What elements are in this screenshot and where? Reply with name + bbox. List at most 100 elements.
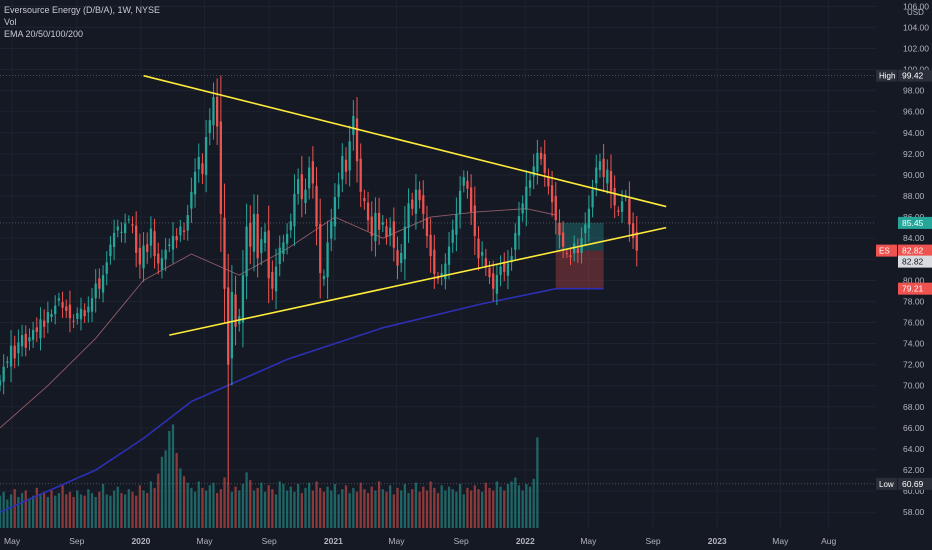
y-tick-label: 74.00 xyxy=(903,339,925,349)
price-marker-tag xyxy=(876,244,897,257)
x-tick-label: Sep xyxy=(645,536,660,546)
candle-body xyxy=(366,202,370,221)
volume-bar xyxy=(101,484,105,528)
candles xyxy=(0,75,638,484)
candle-body xyxy=(285,233,289,244)
y-tick-label: 66.00 xyxy=(903,423,925,433)
volume-bar xyxy=(403,484,407,528)
candle-body xyxy=(554,196,557,221)
y-tick-label: 76.00 xyxy=(903,317,925,327)
candle-body xyxy=(171,236,175,250)
volume-bar xyxy=(112,490,116,528)
price-marker-box xyxy=(898,69,932,82)
volume-bar xyxy=(274,494,278,528)
volume-bar xyxy=(525,484,528,528)
candle-body xyxy=(201,163,204,174)
grid xyxy=(0,0,876,528)
volume-bar xyxy=(414,482,418,528)
volume-bar xyxy=(293,491,296,528)
volume-bar xyxy=(131,491,134,528)
y-tick-label: 100.00 xyxy=(903,65,929,75)
candle-body xyxy=(6,361,9,363)
volume-bar xyxy=(219,489,222,528)
volume-bar xyxy=(278,481,281,528)
legend-symbol: Eversource Energy (D/B/A), 1W, NYSE xyxy=(4,5,161,15)
volume-bar xyxy=(521,490,524,528)
volume-bar xyxy=(311,490,314,528)
volume-bar xyxy=(175,452,178,528)
candle-body xyxy=(76,313,79,319)
candle-body xyxy=(444,263,447,280)
volume-bar xyxy=(289,486,292,528)
price-marker-box xyxy=(898,216,932,229)
candle-body xyxy=(352,115,355,135)
candle-body xyxy=(179,226,182,236)
x-tick-label: 2021 xyxy=(324,536,343,546)
volume-bar xyxy=(223,477,226,528)
volume-bar xyxy=(267,485,270,528)
candle-body xyxy=(411,199,414,209)
volume-bar xyxy=(160,456,164,528)
candle-body xyxy=(337,184,340,198)
candle-body xyxy=(227,287,230,365)
x-tick-label: May xyxy=(197,536,214,546)
candle-body xyxy=(109,244,112,257)
volume-bar xyxy=(352,487,355,528)
candle-body xyxy=(68,304,72,319)
volume-bar xyxy=(46,496,49,528)
candle-body xyxy=(377,212,381,230)
volume-bar xyxy=(153,487,156,528)
volume-bar xyxy=(208,485,211,528)
candle-body xyxy=(296,179,300,194)
candle-body xyxy=(260,239,263,254)
price-marker-label: ES xyxy=(879,247,890,256)
candle-body xyxy=(363,198,366,202)
candle-body xyxy=(506,263,510,276)
candle-body xyxy=(267,230,270,279)
candle-body xyxy=(79,308,83,320)
volume-bar xyxy=(35,487,38,528)
volume-bar xyxy=(484,482,487,528)
candle-body xyxy=(216,96,219,127)
volume-bar xyxy=(462,494,465,528)
candle-body xyxy=(400,252,403,264)
volume-bar xyxy=(469,490,473,528)
x-tick-label: May xyxy=(772,536,789,546)
candle-body xyxy=(35,327,38,332)
price-marker-label: High xyxy=(879,72,895,81)
volume-bar xyxy=(57,493,61,528)
candle-body xyxy=(477,238,480,259)
price-marker-value: 85.45 xyxy=(902,218,924,228)
volume-bar xyxy=(6,499,9,528)
candle-body xyxy=(31,329,35,340)
candle-body xyxy=(120,231,123,233)
volume-bar xyxy=(385,491,388,528)
candle-body xyxy=(440,272,443,277)
price-marker-value: 82.82 xyxy=(902,246,924,256)
y-tick-label: 106.00 xyxy=(903,1,929,11)
candle-body xyxy=(565,252,568,254)
volume-bar xyxy=(444,490,447,528)
candle-body xyxy=(43,320,46,327)
candle-body xyxy=(311,161,314,184)
volume-bar xyxy=(197,481,200,528)
volume-bar xyxy=(363,489,366,528)
volume-bar xyxy=(285,490,289,528)
candle-body xyxy=(521,203,524,214)
candle-body xyxy=(488,267,491,278)
candle-body xyxy=(547,176,550,187)
volume-bar xyxy=(381,489,384,528)
volume-bar xyxy=(436,493,440,528)
candle-body xyxy=(414,189,418,214)
candle-body xyxy=(550,185,554,203)
volume-bar xyxy=(90,493,94,528)
candle-body xyxy=(39,319,42,339)
volume-bar xyxy=(79,494,83,528)
volume-bar xyxy=(234,486,237,528)
volume-bar xyxy=(333,484,337,528)
volume-bar xyxy=(190,487,193,528)
volume-bar xyxy=(271,489,274,528)
volume-bar xyxy=(193,491,197,528)
